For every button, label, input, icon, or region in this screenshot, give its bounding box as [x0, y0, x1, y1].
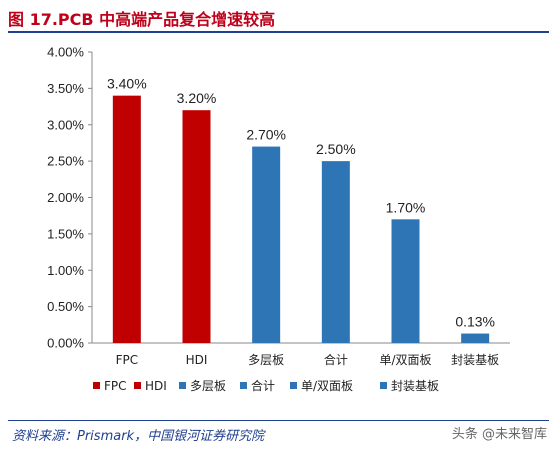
chart-title: 图 17.PCB 中高端产品复合增速较高 [8, 10, 276, 29]
source-divider [8, 420, 549, 421]
bar [112, 95, 141, 344]
bar [461, 333, 490, 343]
y-tick-label: 0.00% [47, 336, 84, 351]
y-tick-label: 1.50% [47, 226, 84, 241]
bar [252, 146, 281, 343]
data-label: 1.70% [386, 199, 426, 215]
y-axis: 0.00% 0.50% 1.00% 1.50% 2.00% 2.50% 3.00% 3.50%… [47, 45, 93, 351]
legend: FPC HDI 多层板 合计 单/双面板 封装基板 [93, 378, 439, 393]
watermark: 头条 @未来智库 [451, 427, 547, 442]
x-axis: FPC HDI 多层板 合计 单/双面板 封装基板 [92, 342, 510, 367]
x-tick-label: 多层板 [248, 353, 284, 367]
legend-label: FPC [104, 379, 127, 393]
legend-swatch [134, 382, 141, 389]
data-label: 2.50% [316, 141, 356, 157]
bar [182, 110, 211, 343]
legend-label: 多层板 [190, 379, 226, 393]
legend-swatch [380, 382, 387, 389]
title-divider [8, 31, 549, 33]
x-tick-label: 封装基板 [451, 353, 499, 367]
y-tick-label: 4.00% [47, 45, 84, 60]
data-label: 3.20% [177, 90, 217, 106]
x-tick-label: FPC [116, 353, 139, 367]
legend-label: 单/双面板 [301, 379, 353, 393]
x-tick-label: HDI [186, 353, 208, 367]
y-tick-label: 1.00% [47, 263, 84, 278]
data-label: 2.70% [246, 127, 286, 143]
y-tick-label: 2.00% [47, 190, 84, 205]
source-note: 资料来源：Prismark，中国银河证券研究院 [12, 429, 265, 444]
x-tick-label: 单/双面板 [379, 353, 431, 367]
data-label: 3.40% [107, 76, 147, 92]
y-tick-label: 0.50% [47, 299, 84, 314]
y-tick-label: 2.50% [47, 154, 84, 169]
bar [321, 161, 350, 343]
bars: 3.40% 3.20% 2.70% 2.50% 1.70% 0.13% [107, 76, 495, 344]
y-tick-label: 3.50% [47, 81, 84, 96]
legend-swatch [179, 382, 186, 389]
legend-label: 封装基板 [391, 379, 439, 393]
legend-swatch [93, 382, 100, 389]
x-tick-label: 合计 [324, 352, 348, 367]
legend-label: HDI [145, 379, 167, 393]
legend-swatch [290, 382, 297, 389]
legend-swatch [240, 382, 247, 389]
bar-chart: 0.00% 0.50% 1.00% 1.50% 2.00% 2.50% 3.00% 3.50%… [47, 45, 510, 393]
data-label: 0.13% [455, 314, 495, 330]
bar [391, 219, 420, 343]
y-tick-label: 3.00% [47, 117, 84, 132]
legend-label: 合计 [251, 378, 275, 393]
